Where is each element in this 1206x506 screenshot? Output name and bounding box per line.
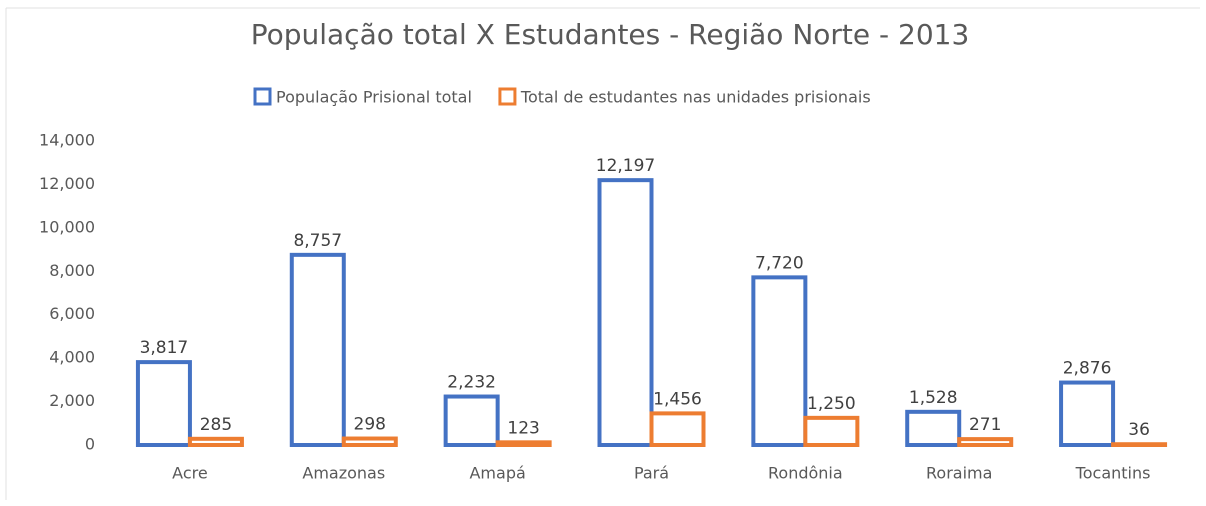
data-label: 271 <box>969 415 1001 435</box>
data-label: 3,817 <box>140 338 189 358</box>
bar <box>443 394 500 448</box>
y-tick-label: 4,000 <box>49 348 95 367</box>
bar <box>495 440 552 447</box>
data-label: 298 <box>354 415 386 435</box>
data-label: 12,197 <box>596 156 655 176</box>
y-tick-label: 14,000 <box>39 131 95 150</box>
x-tick-label: Amazonas <box>302 464 385 483</box>
x-tick-label: Pará <box>634 464 669 483</box>
bar <box>649 411 706 448</box>
y-tick-label: 0 <box>85 435 95 454</box>
bar <box>957 437 1014 447</box>
x-tick-label: Acre <box>172 464 208 483</box>
bar <box>187 436 244 448</box>
legend-label: Total de estudantes nas unidades prision… <box>520 88 871 107</box>
bar <box>597 178 654 448</box>
bar <box>803 415 860 448</box>
bar <box>289 252 346 447</box>
x-tick-label: Rondônia <box>768 464 843 483</box>
data-label: 1,456 <box>653 389 702 409</box>
data-label: 123 <box>507 418 539 438</box>
data-label: 2,232 <box>447 373 496 393</box>
x-tick-label: Tocantins <box>1075 464 1151 483</box>
data-label: 8,757 <box>293 231 342 251</box>
data-label: 1,250 <box>807 394 856 414</box>
legend-label: População Prisional total <box>276 88 472 107</box>
bar <box>341 436 398 448</box>
y-tick-label: 2,000 <box>49 391 95 410</box>
bar <box>905 409 962 447</box>
bar <box>1059 380 1116 447</box>
y-tick-label: 10,000 <box>39 217 95 236</box>
data-label: 2,876 <box>1063 359 1112 379</box>
y-tick-label: 8,000 <box>49 261 95 280</box>
bar <box>1111 442 1168 448</box>
y-tick-label: 6,000 <box>49 304 95 323</box>
legend-swatch <box>498 87 517 106</box>
bar <box>135 360 192 448</box>
data-label: 1,528 <box>909 388 958 408</box>
legend-swatch <box>253 87 272 106</box>
data-label: 36 <box>1128 420 1150 440</box>
x-tick-label: Amapá <box>469 464 525 483</box>
x-tick-label: Roraima <box>926 464 992 483</box>
data-label: 7,720 <box>755 253 804 273</box>
bar <box>751 275 808 448</box>
y-tick-label: 12,000 <box>39 174 95 193</box>
chart-title: População total X Estudantes - Região No… <box>251 18 970 51</box>
data-label: 285 <box>200 415 232 435</box>
